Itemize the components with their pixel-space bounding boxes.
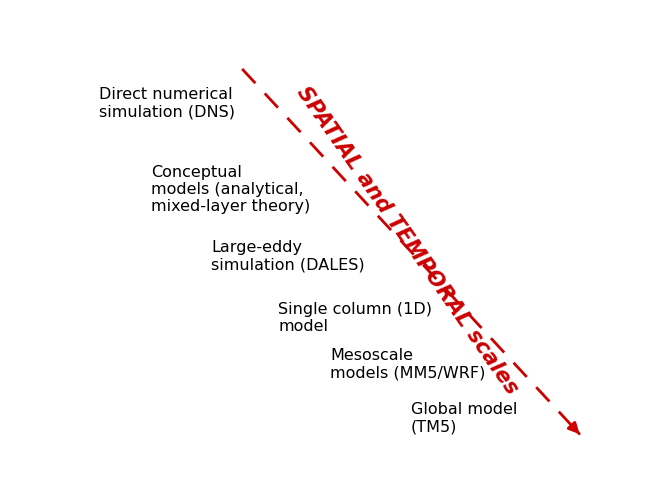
- Text: Direct numerical
simulation (DNS): Direct numerical simulation (DNS): [99, 87, 235, 119]
- Text: SPATIAL and TEMPORAL scales: SPATIAL and TEMPORAL scales: [293, 83, 522, 398]
- Text: Single column (1D)
model: Single column (1D) model: [279, 301, 432, 334]
- Text: Conceptual
models (analytical,
mixed-layer theory): Conceptual models (analytical, mixed-lay…: [151, 164, 310, 214]
- Text: Large-eddy
simulation (DALES): Large-eddy simulation (DALES): [211, 239, 364, 272]
- Text: Global model
(TM5): Global model (TM5): [411, 401, 517, 434]
- Text: Mesoscale
models (MM5/WRF): Mesoscale models (MM5/WRF): [330, 348, 486, 380]
